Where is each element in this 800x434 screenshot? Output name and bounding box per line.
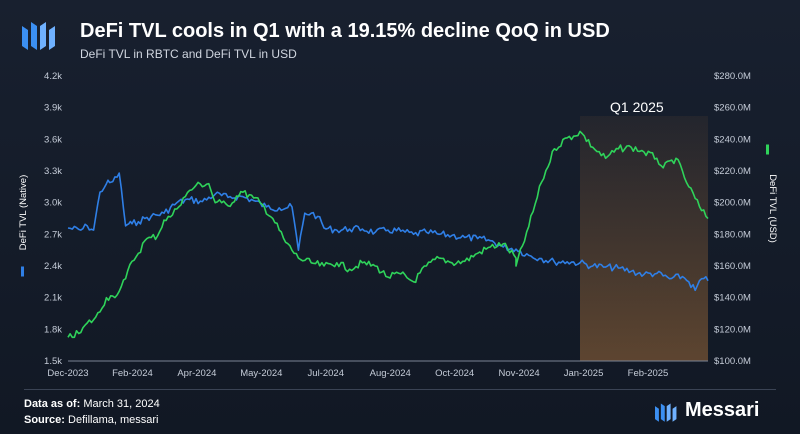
x-tick-label: Nov-2024: [499, 368, 540, 379]
left-axis-title-text: DeFi TVL (Native): [18, 175, 29, 251]
right-tick-label: $220.0M: [714, 166, 751, 177]
native-tvl-line: [67, 172, 709, 292]
right-axis-swatch: [766, 144, 769, 155]
chart-subtitle: DeFi TVL in RBTC and DeFi TVL in USD: [80, 47, 297, 61]
left-tick-label: 3.0k: [44, 198, 62, 209]
left-tick-label: 2.7k: [44, 229, 62, 240]
right-tick-label: $120.0M: [714, 324, 751, 335]
q1-2025-highlight: [580, 116, 708, 361]
left-tick-label: 2.1k: [44, 293, 62, 304]
x-tick-label: Aug-2024: [370, 368, 411, 379]
x-tick-label: Apr-2024: [177, 368, 216, 379]
x-tick-label: Feb-2024: [112, 368, 153, 379]
left-tick-label: 3.9k: [44, 103, 62, 114]
footer-divider: [24, 389, 776, 390]
x-tick-label: Jul-2024: [308, 368, 344, 379]
right-tick-label: $240.0M: [714, 134, 751, 145]
x-tick-label: Jan-2025: [564, 368, 604, 379]
right-tick-label: $160.0M: [714, 261, 751, 272]
right-tick-label: $260.0M: [714, 103, 751, 114]
x-tick-label: May-2024: [240, 368, 282, 379]
right-axis-title: DeFi TVL (USD): [766, 144, 778, 243]
messari-brand-icon: [655, 403, 677, 422]
data-as-of-label: Data as of:: [24, 398, 81, 410]
tvl-line-chart: Q1 2025 1.5k 1.8k 2.1k 2.4k 2.7k 3.0k 3.3k 3.6k…: [18, 71, 778, 379]
right-tick-label: $280.0M: [714, 71, 751, 82]
left-tick-label: 1.8k: [44, 324, 62, 335]
left-axis-swatch: [21, 266, 24, 277]
right-tick-label: $140.0M: [714, 293, 751, 304]
right-tick-label: $180.0M: [714, 229, 751, 240]
messari-logo-icon: [22, 22, 55, 50]
messari-brand: Messari: [655, 399, 781, 425]
chart-title: DeFi TVL cools in Q1 with a 19.15% decli…: [80, 20, 610, 42]
right-axis-ticks: $100.0M $120.0M $140.0M $160.0M $180.0M $200.…: [714, 71, 751, 367]
left-tick-label: 3.3k: [44, 166, 62, 177]
q1-2025-label: Q1 2025: [610, 99, 664, 115]
right-tick-label: $100.0M: [714, 356, 751, 367]
left-tick-label: 2.4k: [44, 261, 62, 272]
x-tick-label: Feb-2025: [628, 368, 669, 379]
left-tick-label: 3.6k: [44, 134, 62, 145]
left-tick-label: 4.2k: [44, 71, 62, 82]
messari-brand-name: Messari: [685, 399, 760, 421]
source-label: Source:: [24, 414, 65, 426]
left-axis-ticks: 1.5k 1.8k 2.1k 2.4k 2.7k 3.0k 3.3k 3.6k 3.9k 4.2k: [44, 71, 62, 367]
source-value: Defillama, messari: [68, 414, 159, 426]
x-tick-label: Oct-2024: [435, 368, 474, 379]
source: Source: Defillama, messari: [24, 414, 159, 426]
chart-header: DeFi TVL cools in Q1 with a 19.15% decli…: [0, 0, 800, 64]
right-axis-title-text: DeFi TVL (USD): [767, 174, 778, 243]
left-tick-label: 1.5k: [44, 356, 62, 367]
data-as-of-value: March 31, 2024: [83, 398, 160, 410]
highlight-band: [580, 116, 708, 361]
series-layer: [67, 130, 709, 339]
usd-tvl-line: [67, 130, 709, 339]
left-axis-title: DeFi TVL (Native): [18, 175, 29, 277]
x-tick-label: Dec-2023: [47, 368, 88, 379]
data-as-of: Data as of: March 31, 2024: [24, 398, 160, 410]
x-axis-ticks: Dec-2023 Feb-2024 Apr-2024 May-2024 Jul-2024…: [47, 368, 668, 379]
right-tick-label: $200.0M: [714, 198, 751, 209]
